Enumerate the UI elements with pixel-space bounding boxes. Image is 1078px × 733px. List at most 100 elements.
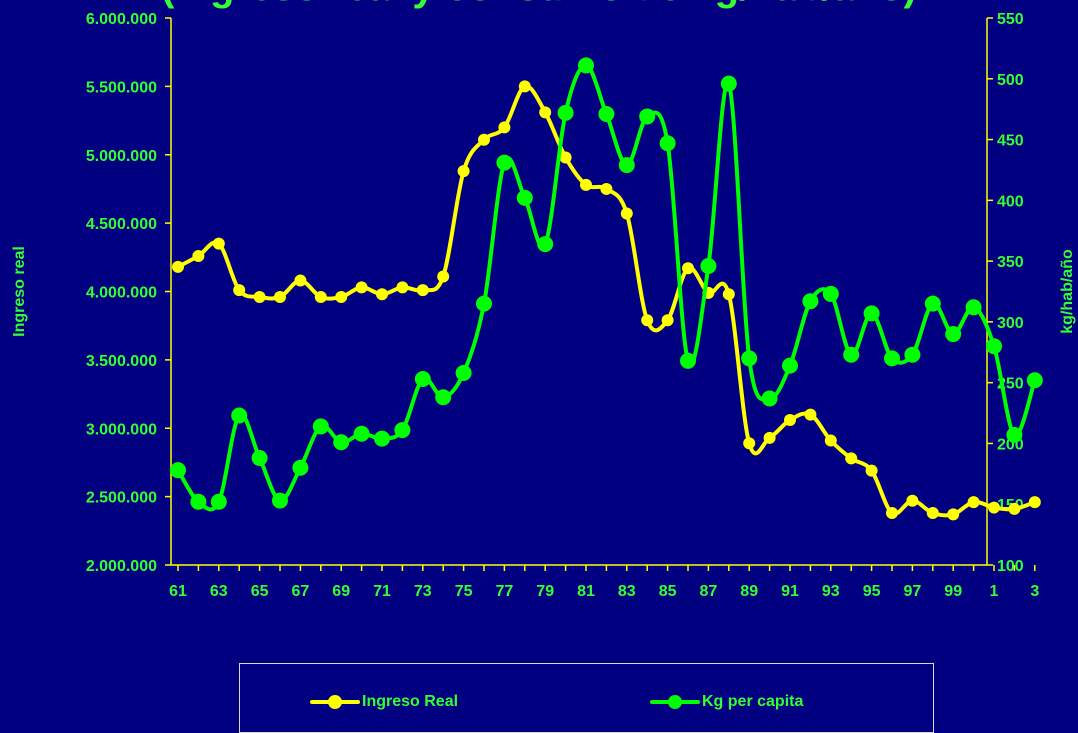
data-point-income [845, 452, 858, 465]
legend-swatch-kg [650, 692, 700, 712]
data-point-kg [455, 364, 472, 381]
x-tick-label: 69 [332, 583, 350, 600]
x-tick-label: 81 [577, 583, 595, 600]
data-point-income [988, 501, 1000, 514]
x-tick-label: 99 [944, 583, 962, 600]
data-point-kg [557, 104, 574, 121]
data-point-income [580, 178, 592, 191]
data-point-kg [353, 425, 370, 442]
data-point-income [376, 288, 388, 301]
legend-label-income: Ingreso Real [362, 693, 459, 710]
data-point-kg [210, 493, 227, 510]
data-point-kg [741, 350, 758, 367]
data-point-kg [598, 106, 615, 123]
data-point-kg [965, 299, 982, 316]
data-point-kg [680, 352, 696, 369]
data-point-income [457, 165, 470, 178]
data-point-kg [1026, 372, 1043, 389]
data-point-income [437, 270, 450, 283]
data-point-income [335, 290, 348, 303]
x-tick-label: 83 [618, 583, 636, 600]
data-point-income [253, 290, 266, 303]
data-point-kg [761, 390, 778, 407]
right-tick-label: 350 [997, 254, 1024, 271]
data-point-income [518, 80, 531, 93]
data-point-income [396, 281, 409, 294]
legend-label-kg: Kg per capita [702, 693, 804, 710]
data-point-income [865, 464, 878, 477]
x-tick-label: 65 [251, 583, 269, 600]
x-tick-label: 89 [740, 583, 758, 600]
x-tick-label: 73 [414, 583, 432, 600]
data-point-kg [639, 108, 656, 125]
data-point-income [763, 431, 776, 444]
data-point-kg [374, 430, 390, 447]
data-point-income [886, 507, 898, 520]
x-tick-label: 1 [990, 583, 999, 600]
data-point-income [274, 290, 286, 303]
left-tick-label: 4.500.000 [86, 216, 157, 233]
data-point-income [906, 494, 919, 507]
right-axis-title: kg/hab/año [1059, 249, 1076, 334]
x-tick-label: 61 [169, 583, 187, 600]
data-point-kg [272, 492, 288, 509]
data-point-kg [700, 257, 717, 274]
data-point-kg [802, 293, 819, 310]
data-point-kg [986, 338, 1002, 355]
data-point-kg [333, 434, 350, 451]
data-point-income [1008, 502, 1021, 515]
data-point-kg [822, 285, 839, 302]
left-tick-label: 3.000.000 [86, 421, 157, 438]
legend-item-income: Ingreso Real [310, 692, 458, 712]
x-tick-label: 77 [496, 583, 514, 600]
x-tick-label: 93 [822, 583, 840, 600]
data-point-income [498, 121, 511, 134]
data-point-income [314, 290, 327, 303]
legend-item-kg: Kg per capita [650, 692, 803, 712]
data-point-kg [945, 326, 962, 343]
data-point-kg [782, 357, 798, 374]
line-chart: (Ingreso real y consumo de kg/hab/año) 2.… [11, 0, 1076, 600]
data-point-income [804, 408, 817, 421]
data-point-kg [251, 450, 268, 467]
right-tick-label: 500 [997, 72, 1024, 89]
legend: Ingreso Real Kg per capita [239, 663, 934, 733]
data-point-income [641, 314, 654, 327]
right-tick-label: 450 [997, 133, 1024, 150]
data-point-kg [496, 154, 513, 171]
left-tick-label: 2.000.000 [86, 558, 157, 575]
data-point-income [947, 508, 960, 521]
data-point-kg [476, 295, 492, 312]
x-tick-label: 87 [700, 583, 718, 600]
x-tick-label: 95 [863, 583, 881, 600]
data-point-kg [863, 305, 880, 322]
data-point-income [355, 281, 368, 294]
data-point-kg [414, 371, 431, 388]
data-point-kg [1006, 426, 1023, 443]
data-point-kg [843, 346, 860, 363]
data-point-income [967, 496, 980, 509]
x-tick-label: 71 [373, 583, 391, 600]
data-point-kg [435, 389, 452, 406]
legend-swatch-income [310, 692, 360, 712]
data-point-income [233, 284, 246, 297]
data-point-kg [292, 459, 309, 476]
left-axis-title: Ingreso real [11, 246, 28, 337]
data-point-income [824, 434, 837, 447]
x-tick-label: 3 [1030, 583, 1039, 600]
data-point-income [784, 414, 796, 427]
data-point-income [682, 262, 694, 275]
data-point-income [926, 507, 939, 520]
right-tick-label: 300 [997, 315, 1024, 332]
left-tick-label: 5.000.000 [86, 148, 157, 165]
data-point-kg [618, 157, 635, 174]
left-tick-label: 5.500.000 [86, 79, 157, 96]
chart-title: (Ingreso real y consumo de kg/hab/año) [161, 0, 917, 9]
right-tick-label: 400 [997, 193, 1024, 210]
data-point-kg [537, 236, 554, 253]
data-point-kg [884, 350, 900, 367]
left-tick-label: 6.000.000 [86, 11, 157, 28]
left-tick-label: 4.000.000 [86, 285, 157, 302]
right-tick-label: 100 [997, 558, 1024, 575]
data-point-income [559, 151, 572, 164]
